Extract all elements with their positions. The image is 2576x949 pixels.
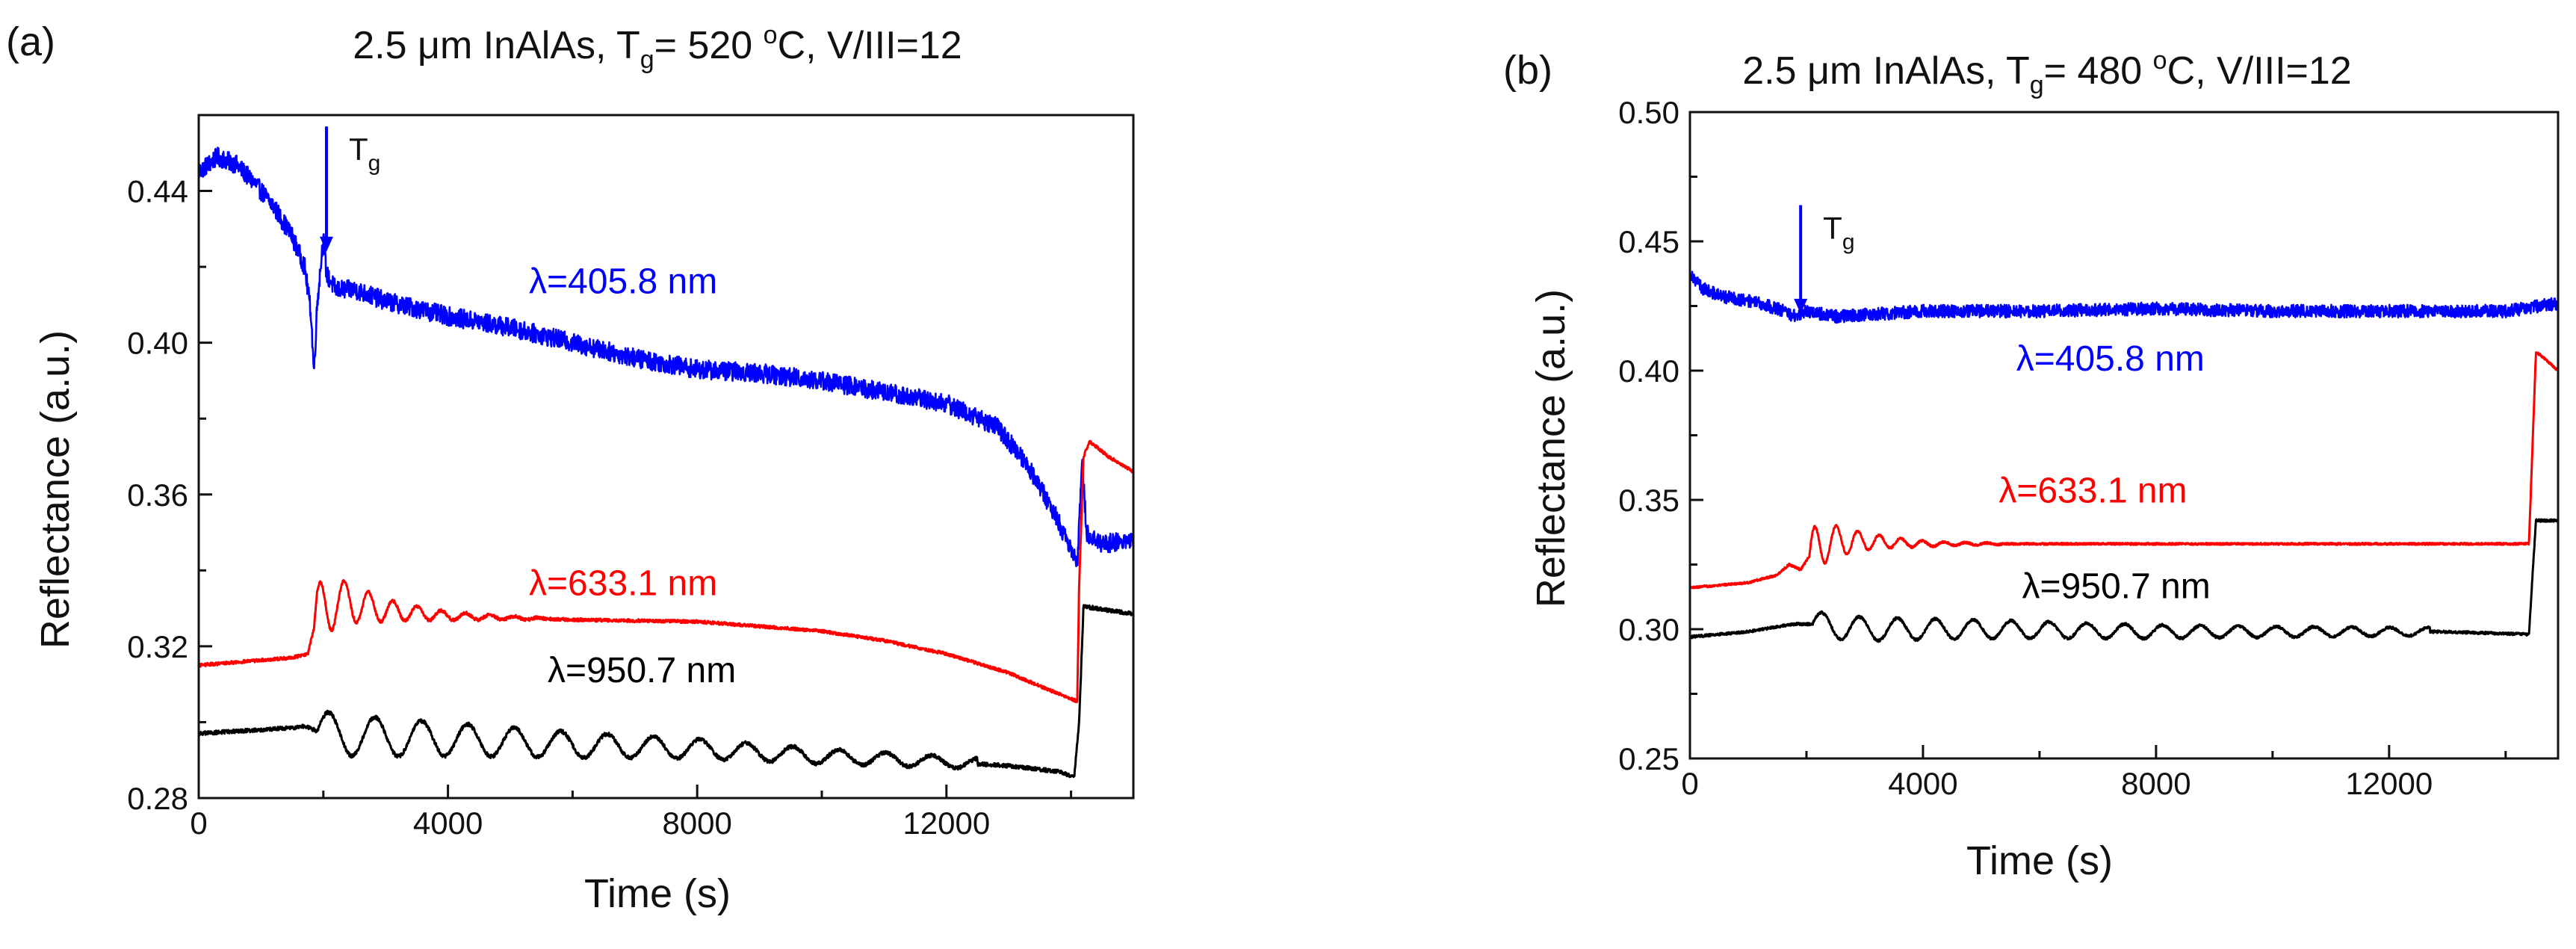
panel-b-title-sup: o — [2153, 46, 2167, 75]
panel-b-ytick-label: 0.45 — [1618, 224, 1679, 259]
panel-b-tg-arrow-head — [1794, 298, 1808, 314]
panel-a-title-pre: 2.5 μm InAlAs, T — [353, 24, 640, 67]
panel-b-tg-label: Tg — [1823, 211, 1854, 255]
panel-a-ytick-label: 0.44 — [127, 174, 188, 209]
panel-b-xtick-label: 4000 — [1888, 766, 1957, 801]
panel-a-series-2-line — [199, 439, 1133, 703]
panel-b-ytick-label: 0.30 — [1618, 612, 1679, 647]
panel-a-ylabel: Reflectance (a.u.) — [33, 330, 78, 649]
panel-a-frame — [197, 114, 1135, 800]
panel-b-title-sub: g — [2030, 71, 2044, 99]
panel-b-series-group — [1690, 269, 2558, 643]
panel-b-series-1-label: λ=405.8 nm — [2016, 339, 2205, 379]
panel-b-plot: λ=405.8 nm λ=633.1 nm λ=950.7 nm 0 4000 8000 1… — [1618, 95, 2560, 801]
panel-b-ylabel: Reflectance (a.u.) — [1529, 289, 1573, 608]
panel-b-ytick-label: 0.35 — [1618, 483, 1679, 518]
panel-a-xtick-label: 12000 — [902, 806, 990, 841]
panel-b-xlabel: Time (s) — [1966, 838, 2113, 883]
panel-a-title-mid: = 520 — [654, 24, 764, 67]
panel-b-tg-label-main: T — [1823, 211, 1842, 246]
panel-b-title-mid: = 480 — [2044, 49, 2153, 93]
panel-a-ytick-label: 0.36 — [127, 477, 188, 513]
panel-b-series-2-line — [1690, 351, 2558, 590]
panel-b-title: 2.5 μm InAlAs, Tg= 480 oC, V/III=12 — [1742, 46, 2351, 99]
panel-a-series-1-label: λ=405.8 nm — [529, 262, 717, 302]
panel-b-ytick-label: 0.50 — [1618, 95, 1679, 130]
panel-a-tg-label-main: T — [349, 132, 368, 167]
panel-b-tg-label-sub: g — [1842, 230, 1855, 255]
panel-b-ytick-label: 0.25 — [1618, 741, 1679, 776]
panel-b-series-2-label: λ=633.1 nm — [1998, 471, 2187, 510]
panel-b: (b) 2.5 μm InAlAs, Tg= 480 oC, V/III=12 … — [1503, 46, 2560, 883]
panel-a-ytick-label: 0.40 — [127, 326, 188, 361]
panel-b-title-pre: 2.5 μm InAlAs, T — [1742, 49, 2029, 93]
panel-a-series-3-line — [199, 604, 1133, 779]
panel-a-tg-label: Tg — [349, 132, 380, 176]
panel-a-series-1-line — [199, 146, 1133, 568]
panel-a-series-3-label: λ=950.7 nm — [548, 651, 736, 690]
panel-a-tg-label-sub: g — [368, 151, 381, 176]
panel-b-xtick-label: 8000 — [2121, 766, 2190, 801]
panel-b-series-1-line — [1690, 269, 2558, 324]
panel-a-title-sub: g — [640, 46, 654, 74]
panel-a-xlabel: Time (s) — [584, 871, 731, 916]
panel-a-ytick-label: 0.28 — [127, 781, 188, 816]
panel-a-xtick-label: 8000 — [662, 806, 731, 841]
panel-a-title: 2.5 μm InAlAs, Tg= 520 oC, V/III=12 — [353, 21, 962, 74]
panel-b-title-post: C, V/III=12 — [2167, 49, 2352, 93]
panel-a-series-group — [199, 146, 1133, 779]
panel-a-plot: λ=405.8 nm λ=633.1 nm λ=950.7 nm 0 4000 8000 1… — [127, 114, 1135, 841]
panel-a-tg-arrow-head — [319, 236, 333, 252]
panel-b-frame — [1688, 111, 2560, 760]
panel-a-title-post: C, V/III=12 — [778, 24, 962, 67]
panel-b-series-3-line — [1690, 518, 2558, 643]
panel-b-xtick-label: 12000 — [2345, 766, 2433, 801]
panel-a-label: (a) — [6, 19, 55, 64]
panel-b-ytick-label: 0.40 — [1618, 353, 1679, 389]
panel-a-ytick-label: 0.32 — [127, 629, 188, 664]
panel-b-label: (b) — [1503, 48, 1552, 93]
panel-b-series-3-label: λ=950.7 nm — [2022, 566, 2211, 606]
panel-a: (a) 2.5 μm InAlAs, Tg= 520 oC, V/III=12 … — [6, 19, 1135, 916]
panel-a-xtick-label: 0 — [190, 806, 207, 841]
panel-a-title-sup: o — [764, 21, 778, 49]
panel-a-series-2-label: λ=633.1 nm — [529, 563, 717, 603]
panel-a-xtick-label: 4000 — [413, 806, 483, 841]
panel-b-xtick-label: 0 — [1681, 766, 1698, 801]
